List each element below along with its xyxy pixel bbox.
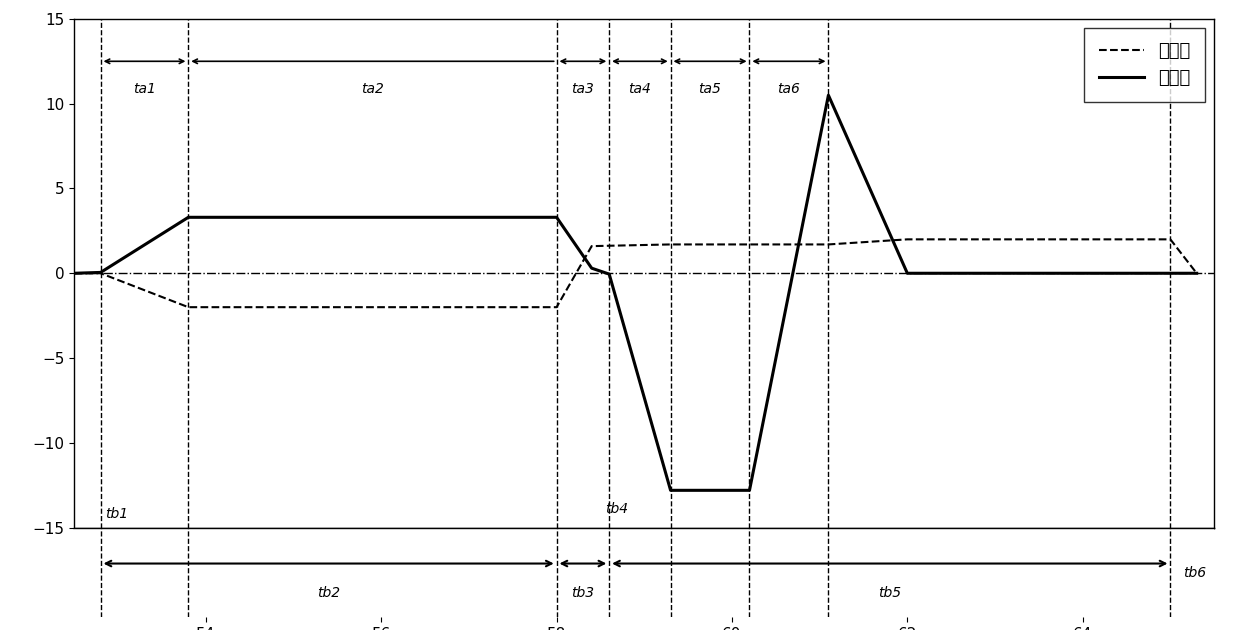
副曲线 — [1163, 236, 1178, 243]
副曲线 — [900, 236, 914, 243]
Text: tb6: tb6 — [1183, 566, 1207, 580]
Text: ta2: ta2 — [361, 82, 384, 96]
Text: ta6: ta6 — [778, 82, 800, 96]
副曲线 — [742, 241, 757, 248]
主曲线 — [900, 270, 914, 277]
副曲线 — [93, 270, 108, 277]
Text: tb4: tb4 — [605, 502, 628, 516]
副曲线 — [585, 243, 600, 250]
Text: tb5: tb5 — [878, 586, 901, 600]
Text: ta1: ta1 — [133, 82, 156, 96]
副曲线 — [663, 241, 678, 248]
Text: ta4: ta4 — [628, 82, 652, 96]
主曲线 — [602, 270, 617, 278]
主曲线 — [1163, 270, 1178, 277]
Text: tb1: tb1 — [105, 507, 128, 521]
副曲线 — [67, 270, 82, 277]
副曲线 — [821, 241, 836, 248]
副曲线 — [549, 304, 564, 311]
Line: 副曲线: 副曲线 — [74, 239, 1197, 307]
Line: 主曲线: 主曲线 — [74, 95, 1197, 490]
Legend: 副曲线, 主曲线: 副曲线, 主曲线 — [1084, 28, 1206, 102]
Text: tb2: tb2 — [317, 586, 341, 600]
副曲线 — [1189, 270, 1204, 277]
Text: ta3: ta3 — [571, 82, 595, 96]
主曲线 — [181, 214, 196, 221]
主曲线 — [821, 91, 836, 99]
Text: ta5: ta5 — [699, 82, 721, 96]
主曲线 — [549, 214, 564, 221]
主曲线 — [663, 486, 678, 494]
Text: tb3: tb3 — [571, 586, 595, 600]
主曲线 — [900, 270, 914, 277]
主曲线 — [1189, 270, 1204, 277]
主曲线 — [585, 265, 600, 272]
主曲线 — [93, 268, 108, 276]
副曲线 — [181, 304, 196, 311]
主曲线 — [67, 270, 82, 277]
主曲线 — [742, 486, 757, 494]
